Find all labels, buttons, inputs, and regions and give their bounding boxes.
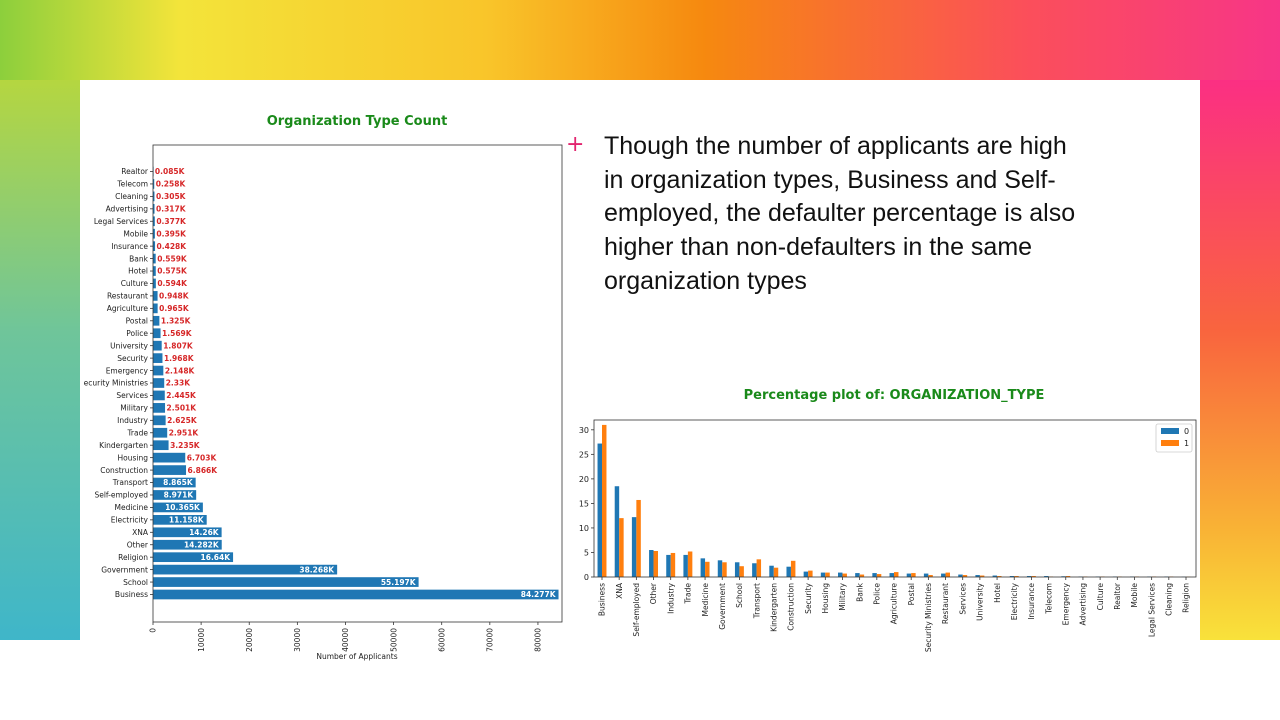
slide-body-text: Though the number of applicants are high… (604, 132, 1076, 295)
background-bottom (0, 640, 1280, 720)
background-right-strip (1200, 80, 1280, 640)
background-left-strip (0, 80, 80, 640)
bullet-marker: + (566, 132, 585, 157)
